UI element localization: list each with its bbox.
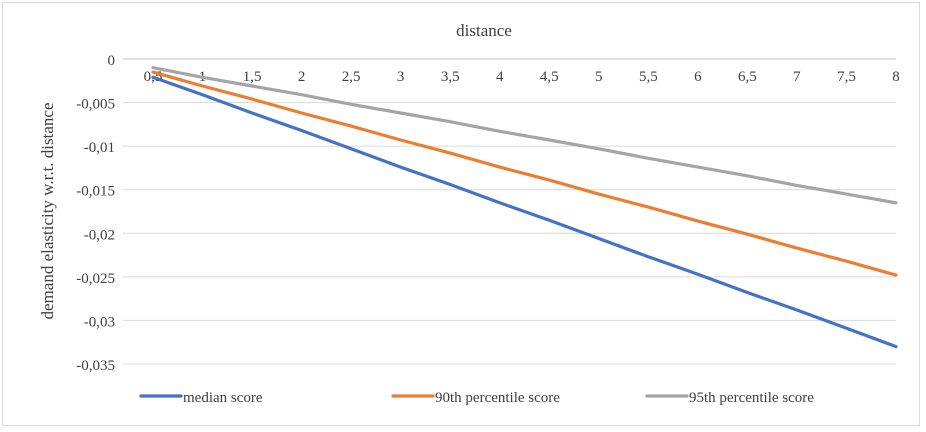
x-tick-label: 7,5	[837, 69, 856, 85]
gridlines	[123, 102, 896, 365]
y-tick-label: -0,035	[76, 358, 115, 374]
x-tick-label: 7	[793, 69, 801, 85]
x-tick-label: 4	[496, 69, 504, 85]
x-tick-label: 2	[298, 69, 306, 85]
series-line-1	[151, 75, 898, 349]
legend-label: 90th percentile score	[435, 390, 560, 406]
x-tick-labels: 0,5 1 1,5 2 2,5 3 3,5 4 4,5 5 5,5 6 6,5 7 7,5 8	[144, 69, 900, 85]
y-tick-label: -0,025	[76, 271, 115, 287]
series-lines	[151, 66, 898, 349]
x-axis-title: distance	[456, 21, 512, 40]
x-tick-label: 2,5	[342, 69, 361, 85]
x-tick-label: 6,5	[738, 69, 757, 85]
y-tick-label: 0	[108, 53, 116, 69]
chart-frame: 0 -0,005 -0,01 -0,015 -0,02 -0,025 -0,03 -0,035…	[2, 2, 920, 426]
x-tick-label: 6	[694, 69, 702, 85]
series-line-3	[151, 66, 898, 205]
y-tick-label: -0,01	[84, 140, 115, 156]
x-tick-label: 1,5	[243, 69, 262, 85]
legend-label: 95th percentile score	[689, 390, 814, 406]
y-tick-label: -0,03	[84, 314, 115, 330]
line-chart: 0 -0,005 -0,01 -0,015 -0,02 -0,025 -0,03 -0,035…	[38, 21, 900, 406]
series-line-2	[151, 70, 898, 277]
y-tick-labels: 0 -0,005 -0,01 -0,015 -0,02 -0,025 -0,03 -0,035	[76, 53, 115, 374]
x-tick-label: 3	[397, 69, 405, 85]
y-tick-label: -0,02	[84, 227, 115, 243]
x-tick-label: 5	[595, 69, 603, 85]
legend: median score 90th percentile score 95th pe…	[139, 390, 814, 406]
legend-label: median score	[183, 390, 263, 406]
y-axis-title: demand elasticity w.r.t. distance	[38, 103, 57, 320]
x-tick-label: 8	[892, 69, 900, 85]
x-tick-label: 4,5	[540, 69, 559, 85]
x-tick-label: 3,5	[441, 69, 460, 85]
y-tick-label: -0,015	[76, 184, 115, 200]
x-tick-label: 5,5	[639, 69, 658, 85]
y-tick-label: -0,005	[76, 97, 115, 113]
